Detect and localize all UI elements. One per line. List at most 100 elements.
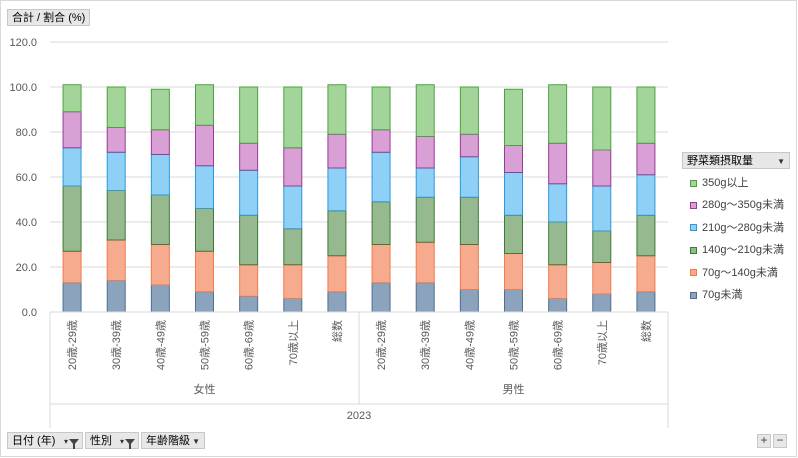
bar-segment [327,133,347,169]
legend-field-label: 野菜類摂取量 [687,155,753,167]
collapse-button[interactable]: − [773,434,787,448]
bar-segment [504,214,523,254]
bar-segment [195,124,214,167]
legend-item: 350g以上 [682,172,790,194]
bar-segment [327,255,347,293]
bar-segment [459,196,479,245]
y-tick-label: 100.0 [9,82,37,94]
bar-segment [62,185,82,252]
filter-sex-button[interactable]: 性別 ▾ [85,432,139,449]
filter-sex-label: 性別 [90,435,112,447]
bar-segment [327,84,347,135]
bar-segment [150,154,170,196]
bar-segment [239,169,259,216]
group-label: 男性 [503,382,525,396]
legend-swatch [690,224,697,232]
bar-segment [636,255,656,293]
bar-segment [106,280,126,313]
values-field-button[interactable]: 合計 / 割合 (%) [7,9,91,26]
year-label: 2023 [347,410,371,422]
y-tick-label: 60.0 [16,172,37,184]
bar-segment [504,289,523,313]
bar-segment [548,221,568,266]
bar-segment [415,196,435,243]
bar-segment [283,147,303,187]
bar-segment [636,291,656,313]
bar-segment [592,149,612,187]
plus-icon: + [760,433,768,447]
legend-swatch [690,246,697,254]
y-tick-label: 20.0 [16,262,37,274]
bar-segment [195,165,214,209]
legend-swatch [690,201,697,209]
bar-segment [62,111,82,149]
dropdown-arrow-icon: ▾ [119,437,124,446]
bar-segment [62,84,82,113]
bar-segment [106,190,126,241]
bar-segment [415,84,435,137]
legend-swatch [690,291,697,299]
expand-button[interactable]: + [757,434,771,448]
bar-segment [150,129,170,155]
bar-segment [283,86,303,149]
bar-segment [459,86,479,135]
legend-label: 140g～210g未満 [702,244,784,257]
legend-item: 70g～140g未満 [682,262,790,284]
values-field-label: 合計 / 割合 (%) [12,12,86,24]
legend-label: 210g～280g未満 [702,221,784,234]
bar-segment [195,291,214,313]
y-tick-label: 0.0 [22,307,37,319]
bar-segment [150,194,170,245]
bar-segment [106,151,126,191]
filter-year-button[interactable]: 日付 (年) ▾ [7,432,83,449]
bar-segment [371,129,391,153]
bar-segment [106,86,126,128]
x-tick-label: 20歳-29歳 [66,320,79,370]
bar-segment [459,244,479,290]
gridlines [50,41,668,313]
x-tick-label: 20歳-29歳 [375,320,388,370]
bar-segment [195,250,214,293]
bar-segment [150,284,170,313]
bar-segment [195,84,214,126]
bar-segment [239,86,259,144]
bar-segment [592,230,612,263]
x-tick-label: 30歳-39歳 [110,320,123,370]
legend-label: 70g未満 [702,288,743,301]
filter-icon [125,439,135,449]
filter-icon [69,439,79,449]
bar-segment [283,228,303,266]
dropdown-arrow-icon: ▼ [777,157,785,166]
bar-segment [459,156,479,198]
bar-segment [548,142,568,185]
bar-segment [371,201,391,245]
bar-segment [106,127,126,153]
y-tick-label: 40.0 [16,217,37,229]
x-tick-label: 40歳-49歳 [463,320,476,370]
bar-segment [459,133,479,158]
bar-segment [415,167,435,198]
x-tick-label: 40歳-49歳 [154,320,167,370]
filter-age-button[interactable]: 年齢階級 ▼ [141,432,205,449]
bar-segment [504,253,523,290]
legend-swatch [690,179,697,187]
bar-segment [548,264,568,299]
bar-segment [504,88,523,146]
bar-segment [283,185,303,230]
x-tick-label: 70歳以上 [287,320,300,365]
bar-segment [283,264,303,299]
legend-item: 140g～210g未満 [682,239,790,261]
y-axis-ticks: 0.0 20.0 40.0 60.0 80.0 100.0 120.0 [9,37,37,319]
bar-segment [150,244,170,286]
legend-label: 70g～140g未満 [702,266,778,279]
bar-segment [327,167,347,212]
bar-segment [239,214,259,266]
bar-segment [592,185,612,232]
legend-field-button[interactable]: 野菜類摂取量 ▼ [682,152,790,169]
y-tick-label: 120.0 [9,37,37,49]
bar-segment [636,86,656,144]
bar-segment [327,291,347,313]
chart-legend: 350g以上 280g～350g未満 210g～280g未満 140g～210g未満 7… [682,172,790,306]
x-tick-label: 70歳以上 [596,320,609,365]
bar-segment [239,295,259,313]
